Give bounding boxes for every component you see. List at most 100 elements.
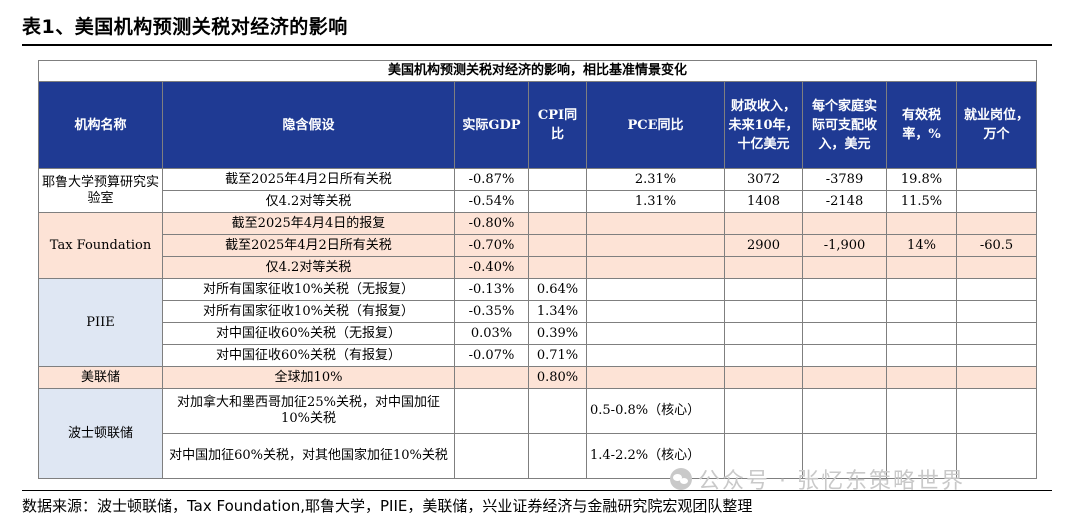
table-cell [724, 300, 803, 323]
table-cell [528, 388, 587, 434]
table-cell: -0.40% [454, 256, 529, 279]
header-pce: PCE同比 [586, 81, 725, 169]
watermark-text: 公众号 · 张忆东策略世界 [698, 469, 965, 494]
table-cell [586, 344, 725, 367]
table-cell: 0.71% [528, 344, 587, 367]
table-cell: 全球加10% [162, 366, 455, 389]
table-caption: 美国机构预测关税对经济的影响，相比基准情景变化 [37, 60, 1038, 82]
table-cell: 1408 [724, 190, 803, 213]
table-cell: 0.03% [454, 322, 529, 345]
table-cell [886, 300, 957, 323]
table-cell [955, 433, 1038, 479]
table-cell: 0.80% [528, 366, 587, 389]
table-cell [528, 212, 587, 235]
table-cell: 对加拿大和墨西哥加征25%关税，对中国加征10%关税 [162, 388, 455, 434]
header-jobs: 就业岗位，万个 [955, 81, 1038, 169]
table-cell [886, 212, 957, 235]
table-cell [724, 212, 803, 235]
table-cell: 对所有国家征收10%关税（无报复） [162, 278, 455, 301]
table-cell [886, 322, 957, 345]
table-cell [802, 433, 887, 479]
table-cell [886, 388, 957, 434]
table-cell [802, 388, 887, 434]
table-cell [802, 344, 887, 367]
header-assumption: 隐含假设 [162, 81, 455, 169]
wechat-icon [670, 468, 692, 490]
table-cell: 截至2025年4月2日所有关税 [162, 234, 455, 257]
table-cell [955, 344, 1038, 367]
table-cell [454, 388, 529, 434]
table-cell [724, 322, 803, 345]
table-cell [724, 256, 803, 279]
table-cell: 仅4.2对等关税 [162, 190, 455, 213]
header-org: 机构名称 [38, 81, 163, 169]
table-cell: -0.07% [454, 344, 529, 367]
table-cell [724, 366, 803, 389]
table-cell [955, 322, 1038, 345]
table-cell [724, 388, 803, 434]
table-cell: 对所有国家征收10%关税（有报复） [162, 300, 455, 323]
table-cell [528, 234, 587, 257]
table-cell [955, 366, 1038, 389]
org-tax-foundation: Tax Foundation [38, 212, 163, 279]
table-cell: 11.5% [886, 190, 957, 213]
table-cell: 0.39% [528, 322, 587, 345]
table-cell: 对中国加征60%关税，对其他国家加征10%关税 [162, 433, 455, 479]
table-cell [802, 256, 887, 279]
table-cell [955, 300, 1038, 323]
table-cell [886, 278, 957, 301]
source-note: 数据来源：波士顿联储，Tax Foundation,耶鲁大学，PIIE，美联储，… [22, 490, 1052, 516]
table-cell [802, 366, 887, 389]
table-cell [528, 256, 587, 279]
table-cell [724, 433, 803, 479]
title-divider [22, 44, 1052, 46]
page-title: 表1、美国机构预测关税对经济的影响 [22, 16, 348, 38]
table-cell [724, 344, 803, 367]
table-cell: 2900 [724, 234, 803, 257]
table-cell: 0.5-0.8%（核心） [586, 388, 725, 434]
table-cell [886, 256, 957, 279]
table-cell [802, 300, 887, 323]
tariff-impact-table: 美国机构预测关税对经济的影响，相比基准情景变化 机构名称 隐含假设 实际GDP … [37, 60, 1038, 479]
table-cell: -0.87% [454, 168, 529, 191]
table-cell: 1.4-2.2%（核心） [586, 433, 725, 479]
table-cell [586, 322, 725, 345]
table-cell [886, 366, 957, 389]
table-cell: -3789 [802, 168, 887, 191]
table-cell: 截至2025年4月2日所有关税 [162, 168, 455, 191]
table-cell [454, 366, 529, 389]
header-cpi: CPI同比 [528, 81, 587, 169]
table-cell [802, 322, 887, 345]
table-cell: 截至2025年4月4日的报复 [162, 212, 455, 235]
table-cell: 19.8% [886, 168, 957, 191]
table-cell [955, 256, 1038, 279]
table-cell [528, 168, 587, 191]
table-cell [955, 168, 1038, 191]
header-gdp: 实际GDP [454, 81, 529, 169]
table-cell [955, 190, 1038, 213]
table-cell [802, 278, 887, 301]
table-cell: 对中国征收60%关税（有报复） [162, 344, 455, 367]
table-cell: -1,900 [802, 234, 887, 257]
table-cell [586, 366, 725, 389]
table-cell: -2148 [802, 190, 887, 213]
header-tax-rate: 有效税率，% [886, 81, 957, 169]
table-cell [528, 190, 587, 213]
org-piie: PIIE [38, 278, 163, 367]
table-cell [955, 388, 1038, 434]
table-cell: 3072 [724, 168, 803, 191]
table-cell [955, 212, 1038, 235]
table-cell: -0.70% [454, 234, 529, 257]
org-boston-fed: 波士顿联储 [38, 388, 163, 479]
table-cell [886, 433, 957, 479]
table-cell [802, 212, 887, 235]
table-cell: 14% [886, 234, 957, 257]
table-cell [586, 278, 725, 301]
table-cell [886, 344, 957, 367]
table-cell [586, 256, 725, 279]
table-cell: -0.13% [454, 278, 529, 301]
table-cell [454, 433, 529, 479]
header-fiscal: 财政收入，未来10年，十亿美元 [724, 81, 803, 169]
table-cell: -0.35% [454, 300, 529, 323]
table-cell: -0.54% [454, 190, 529, 213]
